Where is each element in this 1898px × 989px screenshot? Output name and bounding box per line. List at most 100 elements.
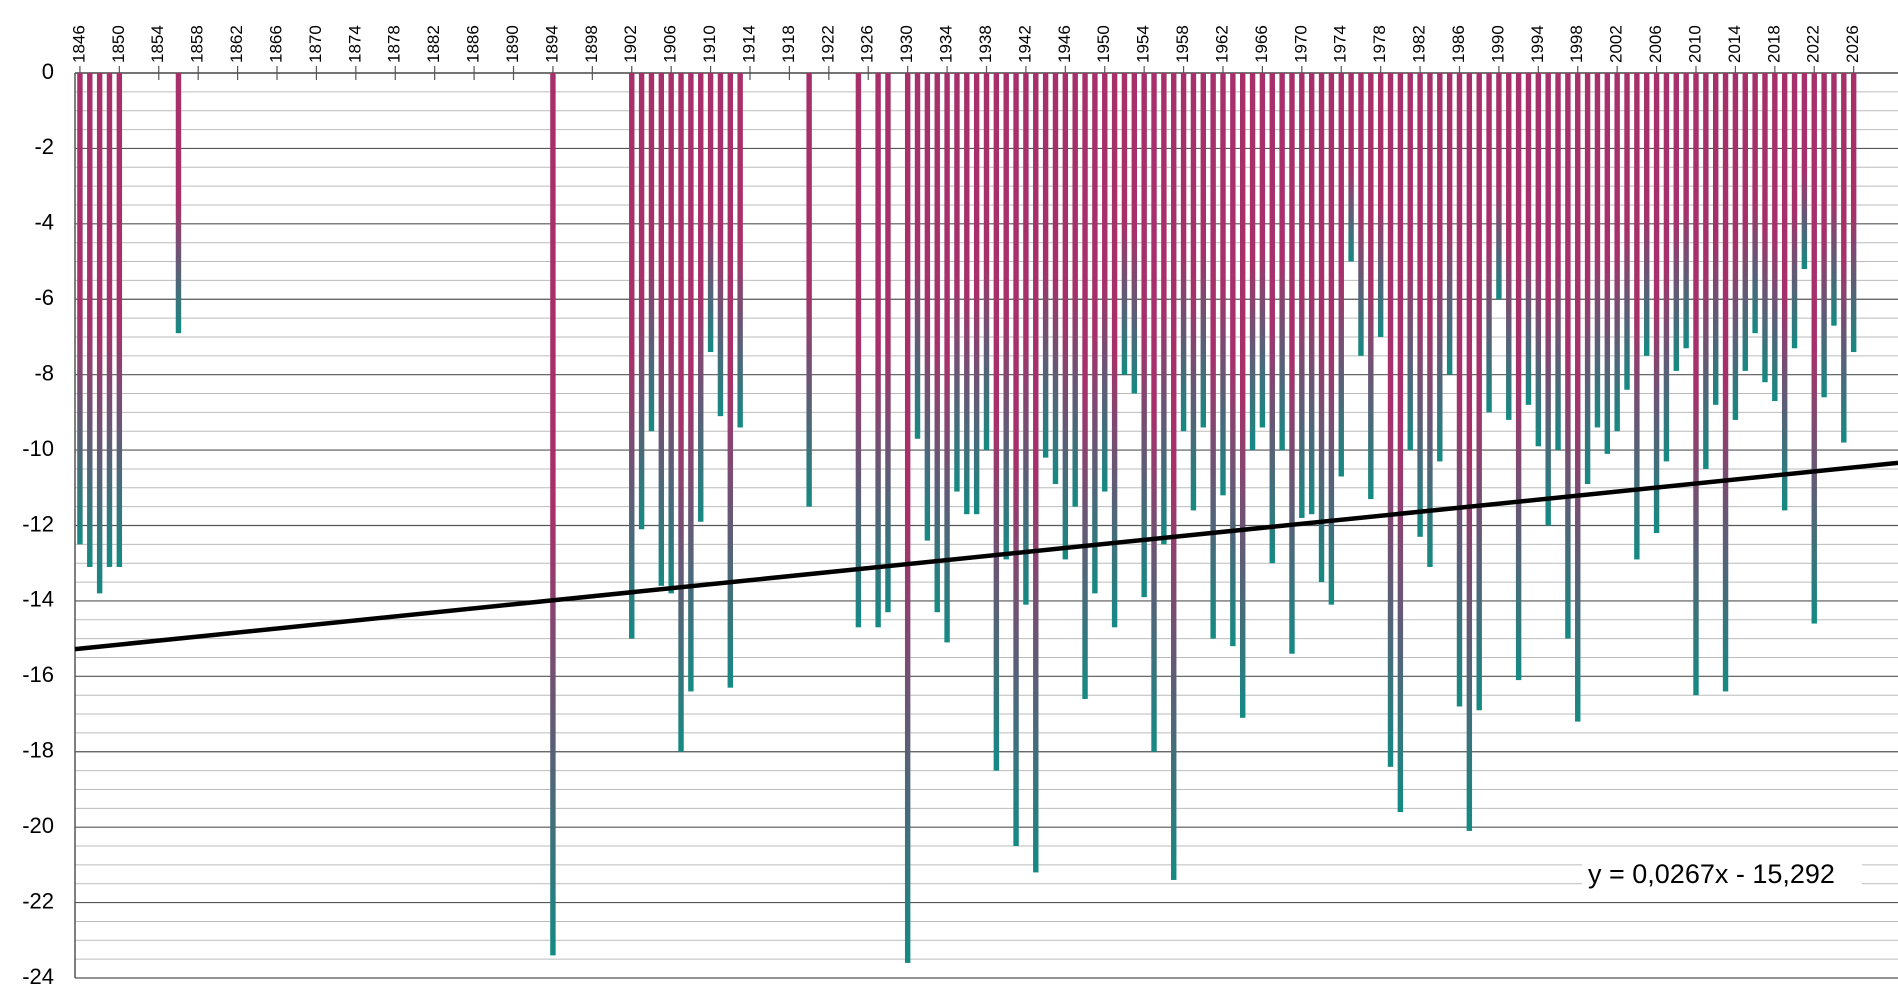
bar bbox=[1092, 73, 1098, 594]
bar bbox=[1141, 73, 1147, 598]
bar bbox=[1111, 73, 1118, 628]
bar bbox=[1013, 73, 1019, 847]
x-tick-label: 1934 bbox=[937, 25, 956, 63]
bar bbox=[1831, 73, 1837, 326]
bar bbox=[1377, 73, 1384, 337]
bar bbox=[1338, 73, 1344, 477]
bar bbox=[87, 73, 93, 567]
bar bbox=[1791, 73, 1798, 349]
bar bbox=[1328, 73, 1335, 605]
trendline-label-bg bbox=[1582, 858, 1862, 894]
bar bbox=[1151, 73, 1157, 752]
bar bbox=[1722, 73, 1729, 692]
y-tick-label: -2 bbox=[34, 134, 54, 159]
bar bbox=[954, 73, 960, 492]
bar bbox=[1466, 73, 1473, 831]
bar bbox=[550, 73, 556, 956]
bar bbox=[1515, 73, 1522, 681]
bar bbox=[875, 73, 881, 628]
bar bbox=[1801, 73, 1808, 270]
x-tick-label: 1942 bbox=[1015, 25, 1034, 63]
x-tick-label: 1978 bbox=[1370, 25, 1389, 63]
bar bbox=[983, 73, 990, 451]
y-tick-label: -16 bbox=[22, 662, 54, 687]
x-tick-label: 1998 bbox=[1567, 25, 1586, 63]
bar bbox=[934, 73, 940, 613]
bar bbox=[1575, 73, 1581, 722]
bar bbox=[1023, 73, 1029, 605]
x-tick-label: 1918 bbox=[779, 25, 798, 63]
bar bbox=[1289, 73, 1295, 654]
bar bbox=[1239, 73, 1246, 718]
x-tick-label: 1922 bbox=[818, 25, 837, 63]
x-tick-label: 1874 bbox=[345, 25, 364, 63]
x-tick-label: 1910 bbox=[700, 25, 719, 63]
x-tick-label: 1846 bbox=[69, 25, 88, 63]
x-tick-label: 1974 bbox=[1331, 25, 1350, 63]
bar bbox=[1220, 73, 1226, 496]
x-tick-label: 1854 bbox=[148, 25, 167, 63]
bar bbox=[1821, 73, 1827, 398]
x-tick-label: 1882 bbox=[424, 25, 443, 63]
bar bbox=[1180, 73, 1187, 432]
bar bbox=[1368, 73, 1374, 500]
bar bbox=[1249, 73, 1256, 451]
x-tick-label: 2014 bbox=[1725, 25, 1744, 63]
y-tick-label: -24 bbox=[22, 964, 54, 989]
bar bbox=[1762, 73, 1768, 383]
bar bbox=[96, 73, 103, 594]
x-tick-label: 1990 bbox=[1488, 25, 1507, 63]
x-tick-label: 1866 bbox=[266, 25, 285, 63]
bar bbox=[668, 73, 674, 594]
bar bbox=[1486, 73, 1492, 413]
y-tick-label: -12 bbox=[22, 511, 54, 536]
x-tick-label: 1938 bbox=[976, 25, 995, 63]
bar bbox=[806, 73, 812, 507]
y-tick-label: -20 bbox=[22, 813, 54, 838]
bar bbox=[1841, 73, 1847, 443]
bar bbox=[1210, 73, 1216, 639]
bar bbox=[1506, 73, 1512, 420]
bar bbox=[1742, 73, 1748, 371]
y-tick-label: -14 bbox=[22, 587, 54, 612]
x-tick-label: 1954 bbox=[1134, 25, 1153, 63]
x-tick-label: 1930 bbox=[897, 25, 916, 63]
x-tick-label: 1886 bbox=[464, 25, 483, 63]
x-tick-label: 1906 bbox=[661, 25, 680, 63]
bar bbox=[175, 73, 182, 334]
bar bbox=[1624, 73, 1630, 390]
bar bbox=[1446, 73, 1453, 375]
bar bbox=[885, 73, 891, 613]
bar bbox=[1584, 73, 1591, 485]
bar bbox=[1407, 73, 1413, 451]
x-tick-label: 1870 bbox=[306, 25, 325, 63]
x-tick-label: 1862 bbox=[227, 25, 246, 63]
bar bbox=[658, 73, 665, 586]
bar bbox=[1062, 73, 1069, 560]
bar bbox=[1269, 73, 1275, 564]
bar bbox=[1358, 73, 1364, 356]
bar bbox=[1318, 73, 1325, 583]
bar bbox=[1131, 73, 1138, 394]
bar bbox=[638, 73, 645, 530]
bar bbox=[1811, 73, 1817, 624]
x-tick-label: 2018 bbox=[1764, 25, 1783, 63]
bar bbox=[1456, 73, 1463, 707]
x-tick-label: 1966 bbox=[1252, 25, 1271, 63]
x-tick-label: 2026 bbox=[1843, 25, 1862, 63]
bar bbox=[698, 73, 704, 522]
bar bbox=[1555, 73, 1561, 451]
bar bbox=[77, 73, 83, 545]
x-tick-label: 1878 bbox=[385, 25, 404, 63]
bar bbox=[1042, 73, 1049, 458]
bar bbox=[1565, 73, 1571, 639]
bar bbox=[717, 73, 724, 417]
bar bbox=[1781, 73, 1788, 511]
bar bbox=[1644, 73, 1650, 356]
bar bbox=[1703, 73, 1709, 469]
x-tick-label: 1994 bbox=[1528, 25, 1547, 63]
bar bbox=[1614, 73, 1620, 432]
bar bbox=[1171, 73, 1177, 880]
bar bbox=[1102, 73, 1108, 492]
